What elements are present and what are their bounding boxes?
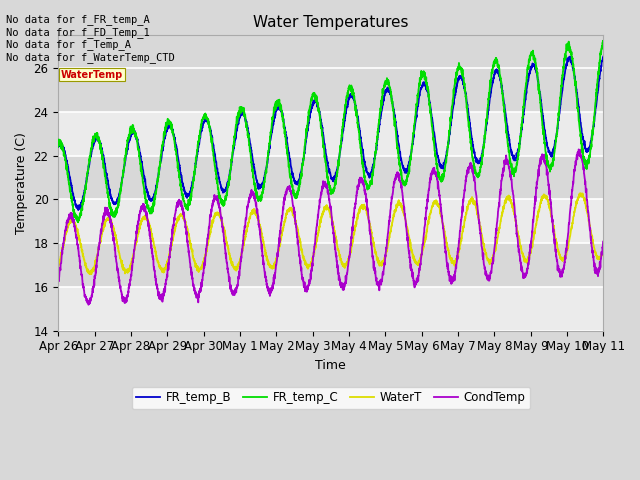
Bar xyxy=(58,68,604,112)
FR_temp_C xyxy=(74,219,82,225)
CondTemp xyxy=(600,239,607,244)
X-axis label: Time: Time xyxy=(316,359,346,372)
WaterT xyxy=(531,231,538,237)
Line: WaterT: WaterT xyxy=(58,193,604,274)
FR_temp_B xyxy=(149,195,157,201)
CondTemp xyxy=(116,286,124,291)
Bar xyxy=(58,243,604,287)
WaterT xyxy=(600,245,607,251)
FR_temp_B xyxy=(531,62,538,68)
FR_temp_C xyxy=(287,181,295,187)
Text: WaterTemp: WaterTemp xyxy=(61,70,123,80)
CondTemp xyxy=(264,285,271,291)
Text: No data for f_FR_temp_A
No data for f_FD_Temp_1
No data for f_Temp_A
No data for: No data for f_FR_temp_A No data for f_FD… xyxy=(6,14,175,63)
FR_temp_B xyxy=(264,160,271,166)
FR_temp_B xyxy=(600,53,607,59)
FR_temp_C xyxy=(599,38,607,44)
CondTemp xyxy=(287,191,295,197)
Bar xyxy=(58,287,604,331)
WaterT xyxy=(116,256,124,262)
CondTemp xyxy=(575,146,582,152)
FR_temp_B xyxy=(74,207,82,213)
CondTemp xyxy=(54,277,62,283)
Bar xyxy=(58,156,604,199)
WaterT xyxy=(264,256,271,262)
CondTemp xyxy=(531,208,538,214)
FR_temp_C xyxy=(116,185,124,191)
Y-axis label: Temperature (C): Temperature (C) xyxy=(15,132,28,234)
Legend: FR_temp_B, FR_temp_C, WaterT, CondTemp: FR_temp_B, FR_temp_C, WaterT, CondTemp xyxy=(132,387,530,409)
FR_temp_C xyxy=(264,155,271,160)
Line: CondTemp: CondTemp xyxy=(58,149,604,305)
WaterT xyxy=(86,271,93,277)
FR_temp_B xyxy=(589,128,596,134)
CondTemp xyxy=(589,253,597,259)
FR_temp_C xyxy=(54,144,62,150)
Bar xyxy=(58,199,604,243)
FR_temp_C xyxy=(600,40,607,46)
WaterT xyxy=(149,237,157,243)
FR_temp_C xyxy=(589,126,596,132)
FR_temp_B xyxy=(54,144,62,149)
Line: FR_temp_B: FR_temp_B xyxy=(58,56,604,210)
WaterT xyxy=(54,264,62,270)
CondTemp xyxy=(84,302,92,308)
WaterT xyxy=(287,205,295,211)
FR_temp_B xyxy=(116,186,124,192)
Line: FR_temp_C: FR_temp_C xyxy=(58,41,604,222)
FR_temp_B xyxy=(287,165,295,170)
Bar xyxy=(58,112,604,156)
Title: Water Temperatures: Water Temperatures xyxy=(253,15,408,30)
WaterT xyxy=(589,240,597,246)
CondTemp xyxy=(149,253,157,259)
WaterT xyxy=(576,191,584,196)
FR_temp_C xyxy=(149,208,157,214)
FR_temp_C xyxy=(531,53,538,59)
